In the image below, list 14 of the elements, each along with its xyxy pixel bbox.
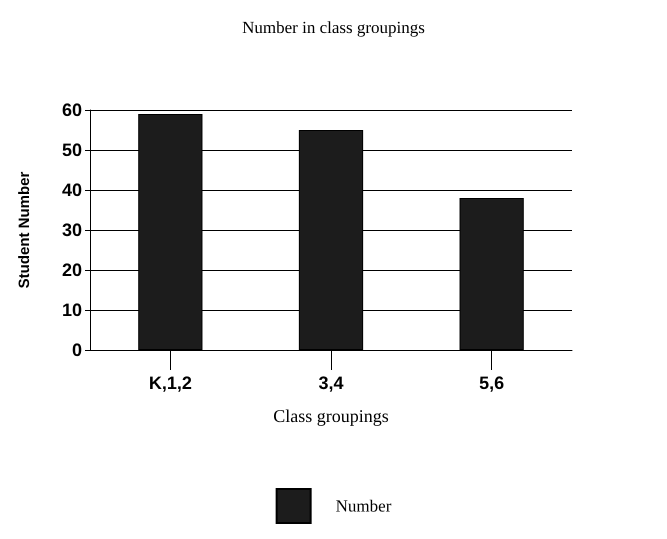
y-tick-label: 40	[62, 180, 82, 200]
x-axis-title: Class groupings	[273, 406, 389, 426]
x-tick-label: K,1,2	[148, 373, 192, 393]
y-tick-label: 60	[62, 100, 82, 120]
y-axis-title: Student Number	[16, 172, 33, 288]
y-tick-label: 50	[62, 140, 82, 160]
y-tick-label: 20	[62, 260, 82, 280]
y-tick-label: 30	[62, 220, 82, 240]
x-tick-label: 3,4	[318, 373, 344, 393]
y-tick-label: 10	[62, 300, 82, 320]
y-tick-label: 0	[72, 340, 82, 360]
chart-title: Number in class groupings	[242, 18, 425, 37]
legend-label: Number	[336, 496, 392, 516]
x-tick-label: 5,6	[479, 373, 504, 393]
